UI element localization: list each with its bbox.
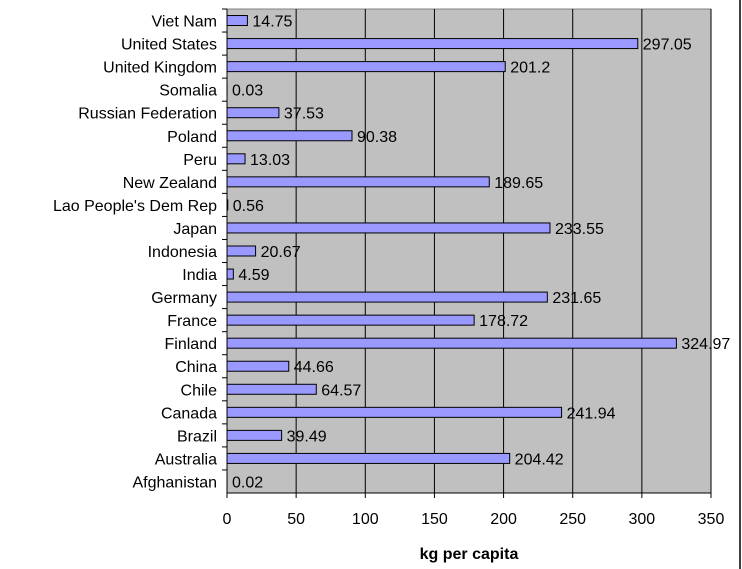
category-label: Brazil: [177, 428, 217, 445]
category-label: China: [175, 359, 217, 376]
category-label: France: [167, 313, 217, 330]
data-label: 241.94: [567, 405, 616, 422]
data-label: 14.75: [252, 14, 292, 31]
data-label: 201.2: [510, 60, 550, 77]
category-label: United Kingdom: [103, 60, 217, 77]
data-label: 233.55: [555, 221, 604, 238]
data-label: 44.66: [294, 359, 334, 376]
bar: [226, 383, 317, 395]
bar: [226, 268, 234, 280]
data-label: 90.38: [357, 129, 397, 146]
bar: [226, 107, 280, 119]
bar: [226, 245, 257, 257]
category-label: New Zealand: [123, 175, 217, 192]
bar: [226, 38, 639, 50]
data-label: 0.56: [233, 198, 264, 215]
category-label: India: [182, 267, 217, 284]
data-label: 13.03: [250, 152, 290, 169]
data-label: 324.97: [681, 336, 730, 353]
data-label: 0.03: [232, 83, 263, 100]
data-label: 231.65: [552, 290, 601, 307]
data-label: 39.49: [287, 428, 327, 445]
x-tick-label: 50: [287, 511, 305, 528]
data-label: 204.42: [515, 451, 564, 468]
data-label: 297.05: [643, 37, 692, 54]
category-label: Lao People's Dem Rep: [53, 198, 217, 215]
category-label: Indonesia: [148, 244, 217, 261]
bar: [226, 291, 548, 303]
x-tick-label: 100: [352, 511, 379, 528]
category-label: Australia: [155, 451, 217, 468]
data-label: 4.59: [238, 267, 269, 284]
x-tick-label: 200: [490, 511, 517, 528]
bar: [226, 406, 563, 418]
category-label: Peru: [183, 152, 217, 169]
data-label: 0.02: [232, 474, 263, 491]
category-label: Afghanistan: [132, 474, 217, 491]
category-label: Russian Federation: [78, 106, 217, 123]
category-label: Viet Nam: [151, 14, 217, 31]
bar: [226, 429, 283, 441]
category-label: Japan: [173, 221, 217, 238]
x-tick-label: 250: [559, 511, 586, 528]
data-label: 64.57: [321, 382, 361, 399]
bar: [226, 176, 490, 188]
data-label: 20.67: [261, 244, 301, 261]
category-label: Canada: [161, 405, 217, 422]
bar: [226, 15, 248, 27]
data-label: 178.72: [479, 313, 528, 330]
data-label: 37.53: [284, 106, 324, 123]
x-tick-label: 300: [629, 511, 656, 528]
data-labels: 14.75 297.05 201.2 0.03 37.53 90.38 13.03 189.6…: [232, 14, 730, 492]
x-tick-label: 350: [698, 511, 725, 528]
bar: [226, 153, 246, 165]
category-label: Poland: [167, 129, 217, 146]
category-label: United States: [121, 37, 217, 54]
x-axis-title: kg per capita: [420, 546, 519, 563]
x-axis-ticks: 0 50 100 150 200 250 300 350: [223, 493, 725, 528]
bar: [226, 61, 506, 73]
category-label: Chile: [181, 382, 218, 399]
category-label: Finland: [165, 336, 217, 353]
category-label: Germany: [151, 290, 217, 307]
bar: [226, 222, 551, 234]
bar: [226, 452, 511, 464]
bar: [226, 337, 677, 349]
x-tick-label: 0: [223, 511, 232, 528]
category-label: Somalia: [159, 83, 217, 100]
category-labels: Viet Nam United States United Kingdom Somal…: [53, 8, 227, 491]
data-label: 189.65: [494, 175, 543, 192]
bar: [226, 314, 475, 326]
bar: [226, 130, 353, 142]
x-tick-label: 150: [421, 511, 448, 528]
bar: [226, 360, 290, 372]
